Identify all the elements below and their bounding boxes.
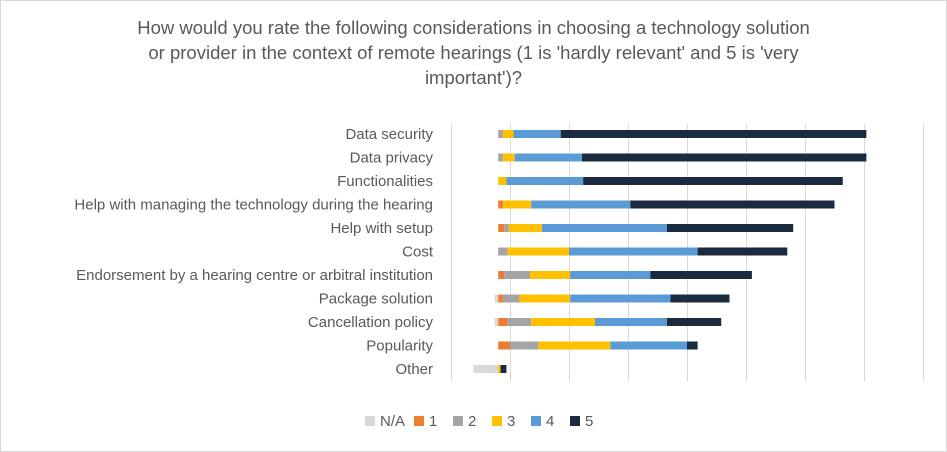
category-label-0: Data security	[345, 126, 433, 143]
category-label-5: Cost	[402, 244, 434, 261]
chart-title-line-3: important')?	[424, 67, 523, 88]
bar-4-rating-1	[498, 224, 505, 232]
legend-swatch-5	[570, 416, 580, 426]
bar-7-rating-2	[502, 294, 520, 303]
bar-8-rating-1	[498, 318, 508, 326]
bar-5-rating-3	[507, 247, 569, 256]
bar-7-rating-5	[670, 294, 730, 303]
bars	[473, 130, 867, 373]
legend: N/A 1 2 3 4 5	[365, 413, 593, 430]
category-label-8: Cancellation policy	[308, 314, 434, 331]
legend-swatch-1	[414, 416, 424, 426]
category-label-6: Endorsement by a hearing centre or arbit…	[76, 267, 433, 284]
legend-label-0: N/A	[380, 413, 405, 430]
bar-3-rating-1	[498, 200, 503, 209]
bar-4-rating-2	[504, 224, 509, 232]
bar-9-rating-5	[687, 341, 698, 350]
bar-8-rating-2	[507, 318, 532, 326]
category-label-10: Other	[395, 361, 433, 378]
bar-5-rating-5	[697, 247, 788, 256]
bar-7-na	[494, 294, 499, 303]
bar-7-rating-1	[498, 294, 503, 303]
bar-9-rating-3	[538, 341, 611, 350]
bar-2-rating-3	[498, 177, 507, 185]
bar-5-rating-2	[498, 247, 508, 256]
legend-label-1: 1	[429, 413, 437, 430]
legend-swatch-0	[365, 416, 375, 426]
bar-0-rating-5	[560, 130, 867, 138]
bar-5-rating-4	[569, 247, 698, 256]
bar-2-rating-5	[583, 177, 843, 185]
bar-3-rating-5	[630, 200, 835, 209]
bar-8-rating-4	[594, 318, 667, 326]
bar-1-rating-2	[498, 153, 503, 162]
bar-6-rating-5	[650, 271, 752, 279]
bar-10-rating-3	[498, 365, 501, 373]
bar-7-rating-4	[570, 294, 671, 303]
category-label-4: Help with setup	[330, 220, 433, 237]
bar-3-rating-4	[531, 200, 631, 209]
bar-8-rating-5	[666, 318, 722, 326]
bar-10-rating-5	[500, 365, 507, 373]
bar-8-rating-3	[531, 318, 595, 326]
bar-4-rating-3	[508, 224, 542, 232]
bar-8-na	[494, 318, 499, 326]
bar-4-rating-5	[666, 224, 794, 232]
bar-3-rating-3	[502, 200, 532, 209]
chart-title-line-2: or provider in the context of remote hea…	[148, 42, 799, 63]
bar-6-rating-1	[498, 271, 505, 279]
bar-9-rating-4	[610, 341, 687, 350]
bar-9-rating-1	[498, 341, 510, 350]
legend-swatch-3	[492, 416, 502, 426]
category-labels: Data security Data privacy Functionalities…	[74, 126, 433, 378]
category-label-2: Functionalities	[337, 173, 433, 190]
bar-0-rating-2	[498, 130, 503, 138]
chart-title: How would you rate the following conside…	[61, 15, 886, 90]
category-label-7: Package solution	[319, 291, 433, 308]
bar-1-rating-3	[502, 153, 515, 162]
bar-6-rating-3	[530, 271, 571, 279]
gridlines	[451, 124, 924, 381]
legend-swatch-4	[531, 416, 541, 426]
bar-6-rating-2	[504, 271, 531, 279]
category-label-1: Data privacy	[350, 150, 434, 167]
bar-1-rating-4	[514, 153, 582, 162]
bar-7-rating-3	[519, 294, 571, 303]
bar-0-rating-3	[502, 130, 514, 138]
legend-label-4: 4	[546, 413, 554, 430]
bar-6-rating-4	[570, 271, 651, 279]
legend-swatch-2	[453, 416, 463, 426]
category-label-9: Popularity	[366, 338, 433, 355]
bar-4-rating-4	[541, 224, 667, 232]
legend-label-5: 5	[585, 413, 593, 430]
bar-10-na	[473, 365, 499, 373]
bar-0-rating-4	[513, 130, 561, 138]
chart-title-line-1: How would you rate the following conside…	[137, 17, 810, 38]
category-label-3: Help with managing the technology during…	[74, 197, 433, 214]
legend-label-3: 3	[507, 413, 515, 430]
bar-9-rating-2	[510, 341, 539, 350]
bar-1-rating-5	[581, 153, 867, 162]
legend-label-2: 2	[468, 413, 476, 430]
bar-2-rating-4	[506, 177, 584, 185]
